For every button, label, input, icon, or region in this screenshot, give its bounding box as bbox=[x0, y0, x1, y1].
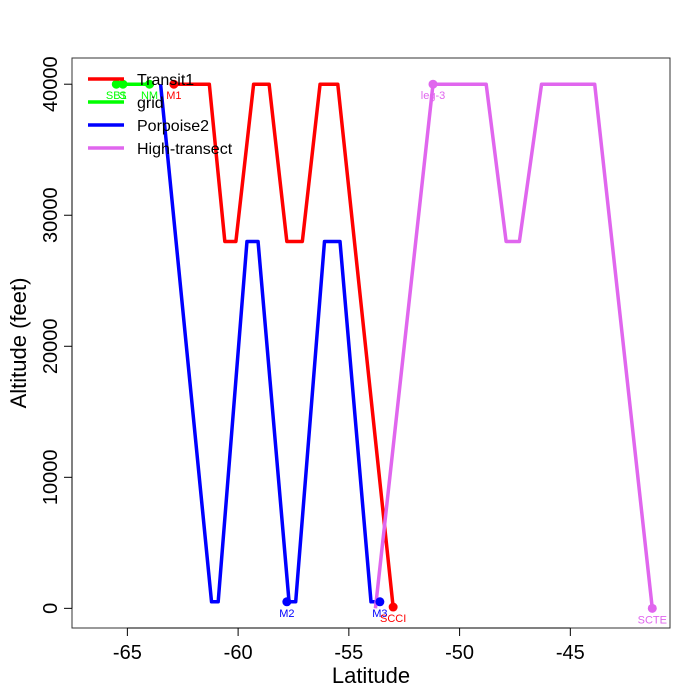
point-label: M2 bbox=[279, 608, 294, 620]
point-marker bbox=[111, 79, 121, 89]
point-marker bbox=[375, 597, 385, 607]
point-marker bbox=[388, 602, 398, 612]
y-tick-label: 30000 bbox=[40, 187, 62, 243]
x-tick-label: -60 bbox=[224, 642, 253, 664]
point-label: M3 bbox=[372, 608, 387, 620]
y-tick-label: 10000 bbox=[40, 449, 62, 505]
point-label: SB1 bbox=[106, 90, 127, 102]
point-label: SCCI bbox=[380, 613, 406, 625]
point-label: M1 bbox=[166, 90, 181, 102]
x-axis-title: Latitude bbox=[332, 663, 410, 688]
y-axis-title: Altitude (feet) bbox=[6, 278, 31, 409]
legend-label: Porpoise2 bbox=[137, 118, 209, 135]
legend-label: Transit1 bbox=[137, 72, 194, 89]
y-tick-label: 20000 bbox=[40, 318, 62, 374]
series-line-transit1 bbox=[173, 82, 395, 608]
point-marker bbox=[428, 79, 438, 89]
y-tick-label: 40000 bbox=[40, 56, 62, 112]
legend-label: High-transect bbox=[137, 141, 233, 158]
x-tick-label: -45 bbox=[556, 642, 585, 664]
point-label: NM bbox=[141, 90, 158, 102]
point-label: SCTE bbox=[638, 614, 667, 626]
x-tick-label: -50 bbox=[445, 642, 474, 664]
x-tick-label: -55 bbox=[334, 642, 363, 664]
legend: Transit1 grid Porpoise2 High-transect bbox=[88, 72, 233, 158]
point-marker bbox=[647, 603, 657, 613]
series-layer bbox=[116, 82, 655, 609]
x-tick-label: -65 bbox=[113, 642, 142, 664]
point-marker bbox=[169, 79, 179, 89]
point-label: leg-3 bbox=[421, 90, 445, 102]
point-label: S bbox=[119, 90, 126, 102]
point-marker bbox=[118, 79, 128, 89]
axes-layer: -65 -60 -55 -50 -45 0 10000 20000 30000 40000 bbox=[40, 56, 585, 664]
series-line-high-transect bbox=[373, 82, 655, 609]
y-tick-label: 0 bbox=[40, 603, 62, 614]
legend-label: grid bbox=[137, 95, 164, 112]
point-marker bbox=[145, 79, 155, 89]
point-marker bbox=[282, 597, 292, 607]
